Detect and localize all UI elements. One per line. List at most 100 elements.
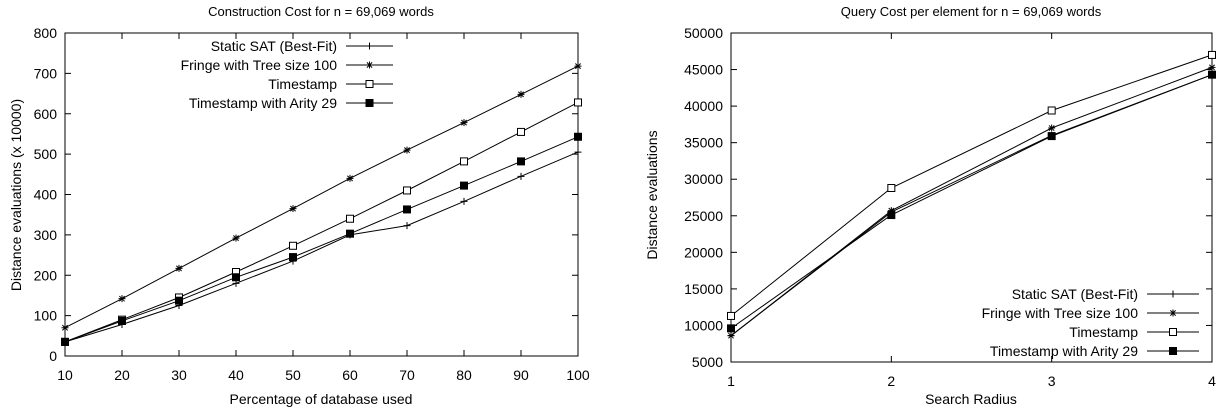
legend-label: Static SAT (Best-Fit) <box>211 38 337 54</box>
y-tick-label: 400 <box>34 187 58 203</box>
y-tick-label: 100 <box>34 308 58 324</box>
x-tick-label: 90 <box>513 367 529 383</box>
x-tick-label: 50 <box>285 367 301 383</box>
data-point <box>460 181 468 190</box>
data-point <box>574 98 582 107</box>
x-tick-label: 80 <box>456 367 472 383</box>
data-point <box>1208 63 1216 71</box>
series-line <box>730 74 1213 337</box>
data-point <box>727 332 735 340</box>
legend-label: Timestamp with Arity 29 <box>189 95 337 111</box>
legend-marker <box>366 61 373 69</box>
y-tick-label: 5000 <box>692 354 723 370</box>
x-tick-label: 4 <box>1208 373 1216 389</box>
data-point <box>61 324 69 332</box>
data-point <box>1208 70 1216 79</box>
data-point <box>289 241 297 250</box>
series-3 <box>727 50 1216 320</box>
x-tick-label: 20 <box>114 367 130 383</box>
data-point <box>118 295 126 303</box>
legend: Static SAT (Best-Fit) Fringe with Tree si… <box>181 38 393 111</box>
series-1 <box>727 71 1216 340</box>
data-point <box>403 222 411 230</box>
chart-title: Query Cost per element for n = 69,069 wo… <box>841 4 1102 19</box>
x-tick-label: 100 <box>566 367 590 383</box>
series-1 <box>61 148 582 346</box>
legend: Static SAT (Best-Fit) Fringe with Tree si… <box>982 286 1199 359</box>
series-line <box>730 54 1213 317</box>
x-tick-label: 60 <box>342 367 358 383</box>
data-point <box>727 324 735 333</box>
y-axis-label: Distance evaluations (x 10000) <box>8 99 24 291</box>
y-tick-label: 50000 <box>684 25 723 41</box>
data-point <box>1047 132 1056 141</box>
data-point <box>61 337 69 346</box>
y-tick-label: 200 <box>34 267 58 283</box>
legend-marker <box>365 99 374 107</box>
chart-2: Query Cost per element for n = 69,069 wo… <box>644 4 1216 407</box>
legend-label: Fringe with Tree size 100 <box>982 305 1139 321</box>
legend-label: Static SAT (Best-Fit) <box>1012 286 1138 302</box>
data-point <box>175 264 183 272</box>
data-point <box>887 207 895 215</box>
y-tick-label: 600 <box>34 106 58 122</box>
data-point <box>517 127 525 136</box>
legend-label: Fringe with Tree size 100 <box>181 57 338 73</box>
y-tick-label: 35000 <box>684 135 723 151</box>
y-tick-label: 45000 <box>684 62 723 78</box>
y-tick-label: 800 <box>34 25 58 41</box>
x-axis-label: Percentage of database used <box>230 391 413 407</box>
x-tick-label: 2 <box>887 373 895 389</box>
data-point <box>175 296 183 305</box>
y-tick-label: 15000 <box>684 281 723 297</box>
legend-marker <box>366 42 373 50</box>
data-point <box>574 148 582 156</box>
y-tick-label: 0 <box>49 348 57 364</box>
data-point <box>1208 50 1216 59</box>
series-2 <box>727 63 1216 340</box>
series-line <box>730 74 1213 329</box>
data-point <box>232 234 240 242</box>
data-point <box>460 157 468 166</box>
data-point <box>460 119 468 127</box>
data-point <box>118 316 126 325</box>
series-line <box>730 66 1213 337</box>
legend-marker <box>365 80 374 88</box>
data-point <box>887 183 896 192</box>
series-2 <box>61 62 582 332</box>
data-point <box>727 311 735 320</box>
x-tick-label: 40 <box>228 367 244 383</box>
y-tick-label: 20000 <box>684 244 723 260</box>
y-axis-label: Distance evaluations <box>644 130 660 259</box>
data-point <box>289 205 297 213</box>
plot-frame <box>730 32 1213 363</box>
legend-label: Timestamp <box>268 76 337 92</box>
y-tick-label: 700 <box>34 65 58 81</box>
data-point <box>460 197 468 205</box>
y-tick-label: 40000 <box>684 98 723 114</box>
series-4 <box>61 132 582 346</box>
data-point <box>517 157 525 166</box>
data-point <box>517 90 525 98</box>
data-point <box>1047 106 1056 115</box>
x-tick-label: 1 <box>727 373 735 389</box>
y-tick-label: 10000 <box>684 317 723 333</box>
legend-marker <box>1169 328 1177 336</box>
legend-marker <box>1169 309 1177 317</box>
legend-label: Timestamp <box>1069 324 1138 340</box>
x-tick-label: 70 <box>399 367 415 383</box>
data-point <box>403 146 411 154</box>
data-point <box>574 132 582 141</box>
data-point <box>403 186 411 195</box>
data-point <box>887 211 896 220</box>
y-tick-label: 30000 <box>684 171 723 187</box>
series-line <box>64 151 579 343</box>
legend-label: Timestamp with Arity 29 <box>990 343 1138 359</box>
data-point <box>346 229 354 238</box>
data-point <box>232 273 240 282</box>
series-line <box>64 101 579 343</box>
x-tick-label: 3 <box>1048 373 1056 389</box>
series-line <box>64 65 579 329</box>
